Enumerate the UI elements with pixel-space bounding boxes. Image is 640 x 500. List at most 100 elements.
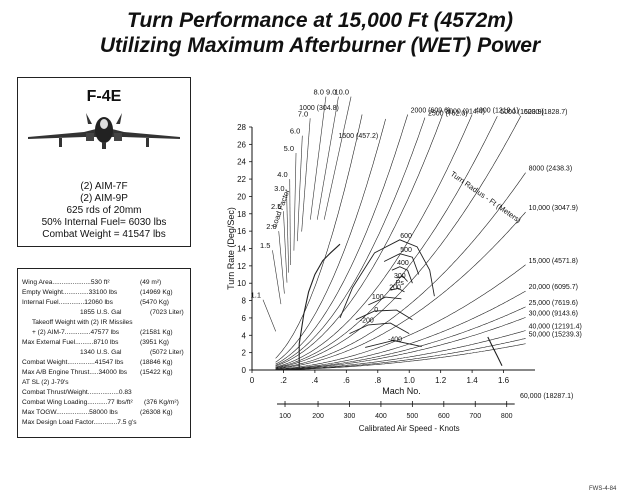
lift-limit-boundary: [298, 243, 341, 370]
turn-radius-label: 3000 (914.4): [445, 109, 485, 116]
airspeed-tick-label: 500: [407, 413, 419, 420]
load-factor-label: 1.5: [260, 241, 270, 250]
load-factor-line: [278, 231, 285, 294]
turn-radius-label: 20,000 (6095.7): [529, 284, 578, 291]
turn-radius-label: 1500 (457.2): [338, 133, 378, 140]
turn-radius-label: 30,000 (9143.6): [529, 310, 578, 317]
loadout-line: 50% Internal Fuel= 6030 lbs: [41, 217, 167, 228]
y-axis-label: Turn Rate (Deg/Sec): [226, 207, 236, 290]
airspeed-tick-label: 200: [312, 413, 324, 420]
turn-radius-line: [275, 172, 526, 369]
x-tick-label: 1.2: [435, 376, 447, 385]
turn-radius-label: 50,000 (15239.3): [529, 331, 582, 338]
y-tick-label: 10: [237, 279, 246, 288]
placard-limit-boundary: [487, 336, 503, 366]
turn-radius-line: [275, 114, 408, 365]
load-factor-label: 6.0: [290, 127, 300, 136]
spec-row: Takeoff Weight with (2) IR Missiles: [32, 319, 133, 326]
spec-row: Wing Area.....................530 ft² (49…: [22, 279, 162, 286]
turn-radius-label: 15,000 (4571.8): [529, 258, 578, 265]
ps-contour: [391, 266, 413, 284]
specifications-box: Wing Area.....................530 ft² (49…: [17, 268, 191, 438]
x-tick-label: .6: [343, 376, 350, 385]
turn-radius-label: 6000 (1828.7): [524, 109, 568, 116]
y-tick-label: 20: [237, 192, 246, 201]
y-tick-label: 6: [242, 314, 247, 323]
y-tick-label: 0: [242, 366, 247, 375]
turn-radius-line: [275, 114, 473, 368]
turn-radius-line: [275, 317, 526, 370]
load-factor-line: [262, 299, 277, 332]
turn-radius-label: 25,000 (7619.6): [529, 300, 578, 307]
spec-row: Internal Fuel..............12060 lbs (547…: [22, 299, 169, 306]
ps-contour: [355, 309, 413, 321]
figure-code: FWS-4-84: [589, 486, 617, 492]
spec-row: AT SL (2) J-79's: [22, 379, 69, 386]
turn-radius-label: 10,000 (3047.9): [529, 205, 578, 212]
turn-radius-line: [275, 114, 363, 359]
turn-radius-label: 4000 (1219.1): [475, 108, 519, 115]
ps-contour-label: -400: [388, 336, 402, 343]
loadout-line: 625 rds of 20mm: [66, 205, 142, 216]
turn-radius-line: [275, 117, 426, 366]
load-factor-line: [283, 211, 288, 283]
load-factor-label: 9.0: [326, 88, 336, 97]
load-factor-label: 1.1: [251, 291, 261, 300]
spec-row: Max A/B Engine Thrust.....34000 lbs (1542…: [22, 369, 173, 376]
ps-contour-label: 100: [372, 294, 384, 301]
turn-radius-line: [275, 115, 522, 369]
spec-row: Max Design Load Factor.............7.5 g…: [22, 419, 137, 426]
chart-title-line-2: Utilizing Maximum Afterburner (WET) Powe…: [99, 34, 541, 57]
turn-radius-line: [275, 118, 386, 363]
turn-radius-line: [275, 115, 443, 367]
load-factor-label: 2.5: [271, 202, 281, 211]
load-factor-line: [301, 118, 311, 232]
turn-radius-line: [275, 290, 526, 370]
x-tick-label: 1.0: [404, 376, 416, 385]
airspeed-tick-label: 400: [375, 413, 387, 420]
ps-contour-label: 200: [389, 284, 401, 291]
aircraft-name: F-4E: [86, 88, 122, 105]
load-factor-label: 5.0: [284, 144, 294, 153]
turn-radius-label: 40,000 (12191.4): [529, 324, 582, 331]
turn-radius-label: 5000 (1523.9): [500, 109, 544, 116]
load-factor-line: [297, 135, 303, 242]
load-factor-label: 7.0: [298, 109, 308, 118]
y-tick-label: 16: [237, 227, 246, 236]
y-tick-label: 26: [237, 140, 246, 149]
spec-row: 1340 U.S. Gal (5072 Liter): [80, 349, 184, 356]
y-tick-label: 4: [242, 331, 247, 340]
x-tick-label: 0: [250, 376, 255, 385]
ps-contour: [368, 296, 402, 306]
ps-contour-label: 600: [400, 233, 412, 240]
ps-contour: [383, 253, 420, 275]
loadout-line: Combat Weight = 41547 lbs: [42, 229, 166, 240]
x-tick-label: .8: [374, 376, 381, 385]
spec-row: Max TOGW..................58000 lbs (2630…: [22, 409, 173, 416]
load-factor-line: [323, 96, 352, 220]
ps-contour-label: 0: [374, 307, 378, 314]
ps-contour: [365, 340, 422, 348]
turn-radius-line: [275, 330, 526, 371]
aircraft-front-view-icon: [28, 113, 180, 149]
aircraft-info-box: F-4E (2) AIM-7F (2) AIM-9P 625 rds of 20…: [17, 77, 191, 247]
y-tick-label: 8: [242, 297, 247, 306]
load-factor-line: [293, 153, 297, 251]
turn-radius-label: 1000 (304.8): [299, 105, 339, 112]
spec-row: Combat Thrust/Weight.................0.8…: [22, 389, 132, 396]
spec-row: 1855 U.S. Gal (7023 Liter): [80, 309, 184, 316]
y-tick-label: 28: [237, 123, 246, 132]
turn-radius-label: 2000 (609.6): [411, 107, 451, 114]
spec-row: Empty Weight..............33100 lbs (1496…: [22, 289, 173, 296]
ps-contour-label: 300: [394, 273, 406, 280]
spec-row: Max External Fuel..........8710 lbs (3951…: [22, 339, 169, 346]
loadout-line: (2) AIM-9P: [80, 193, 128, 204]
turn-radius-line: [275, 264, 526, 370]
load-factor-line: [286, 192, 290, 273]
load-factor-label: 2.0: [266, 222, 276, 231]
ps-contour-label: 500: [400, 247, 412, 254]
turn-radius-label: 8000 (2438.3): [529, 166, 573, 173]
x-tick-label: .4: [312, 376, 319, 385]
ps-contour: [390, 287, 405, 293]
load-factor-label: 3.0: [274, 184, 284, 193]
